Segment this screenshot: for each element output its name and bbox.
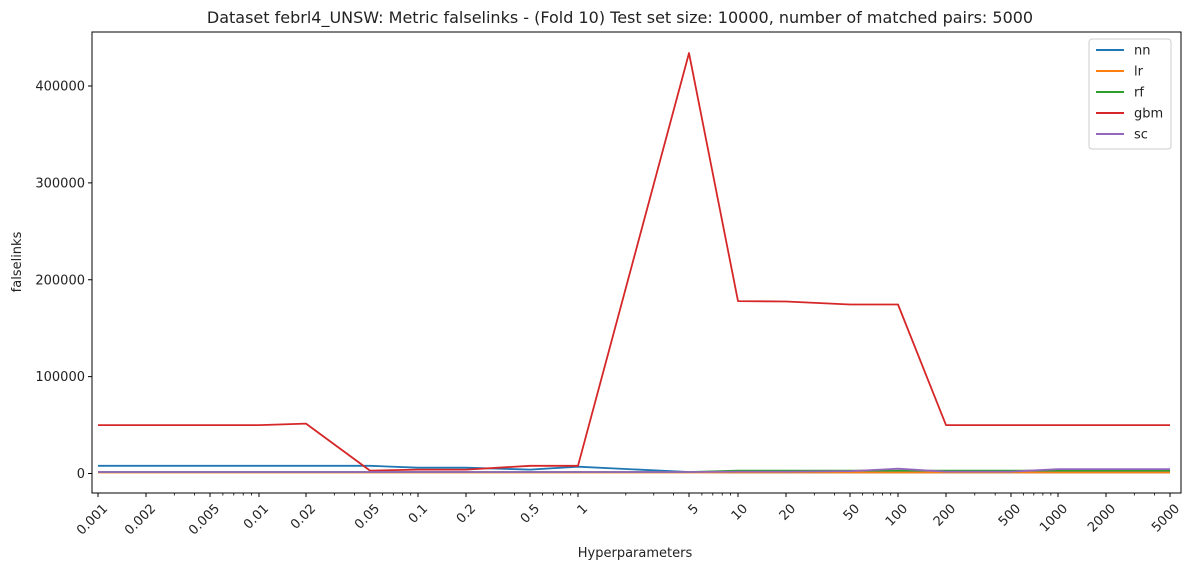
legend-label-gbm: gbm [1134,107,1163,122]
legend-label-nn: nn [1134,44,1150,59]
series-line-sc [98,467,1170,473]
series-line-gbm [98,52,1170,472]
legend-label-lr: lr [1134,65,1144,80]
legend-box [1088,38,1172,150]
chart-title: Dataset febrl4_UNSW: Metric falselinks -… [207,8,1033,28]
y-tick-label: 200000 [35,273,85,288]
y-tick-label: 400000 [35,80,85,95]
legend: nn lr rf gbm sc [1088,38,1172,150]
series-lines [98,52,1170,474]
y-axis-title: falselinks [10,231,25,292]
y-axis: 0 100000 200000 300000 400000 [35,80,92,482]
y-tick-label: 100000 [35,370,85,385]
y-tick-label: 0 [77,467,85,482]
y-tick-label: 300000 [35,176,85,191]
x-axis-title: Hyperparameters [578,546,693,561]
legend-label-sc: sc [1134,128,1148,143]
legend-label-rf: rf [1134,86,1144,101]
plot-area [91,31,1182,494]
